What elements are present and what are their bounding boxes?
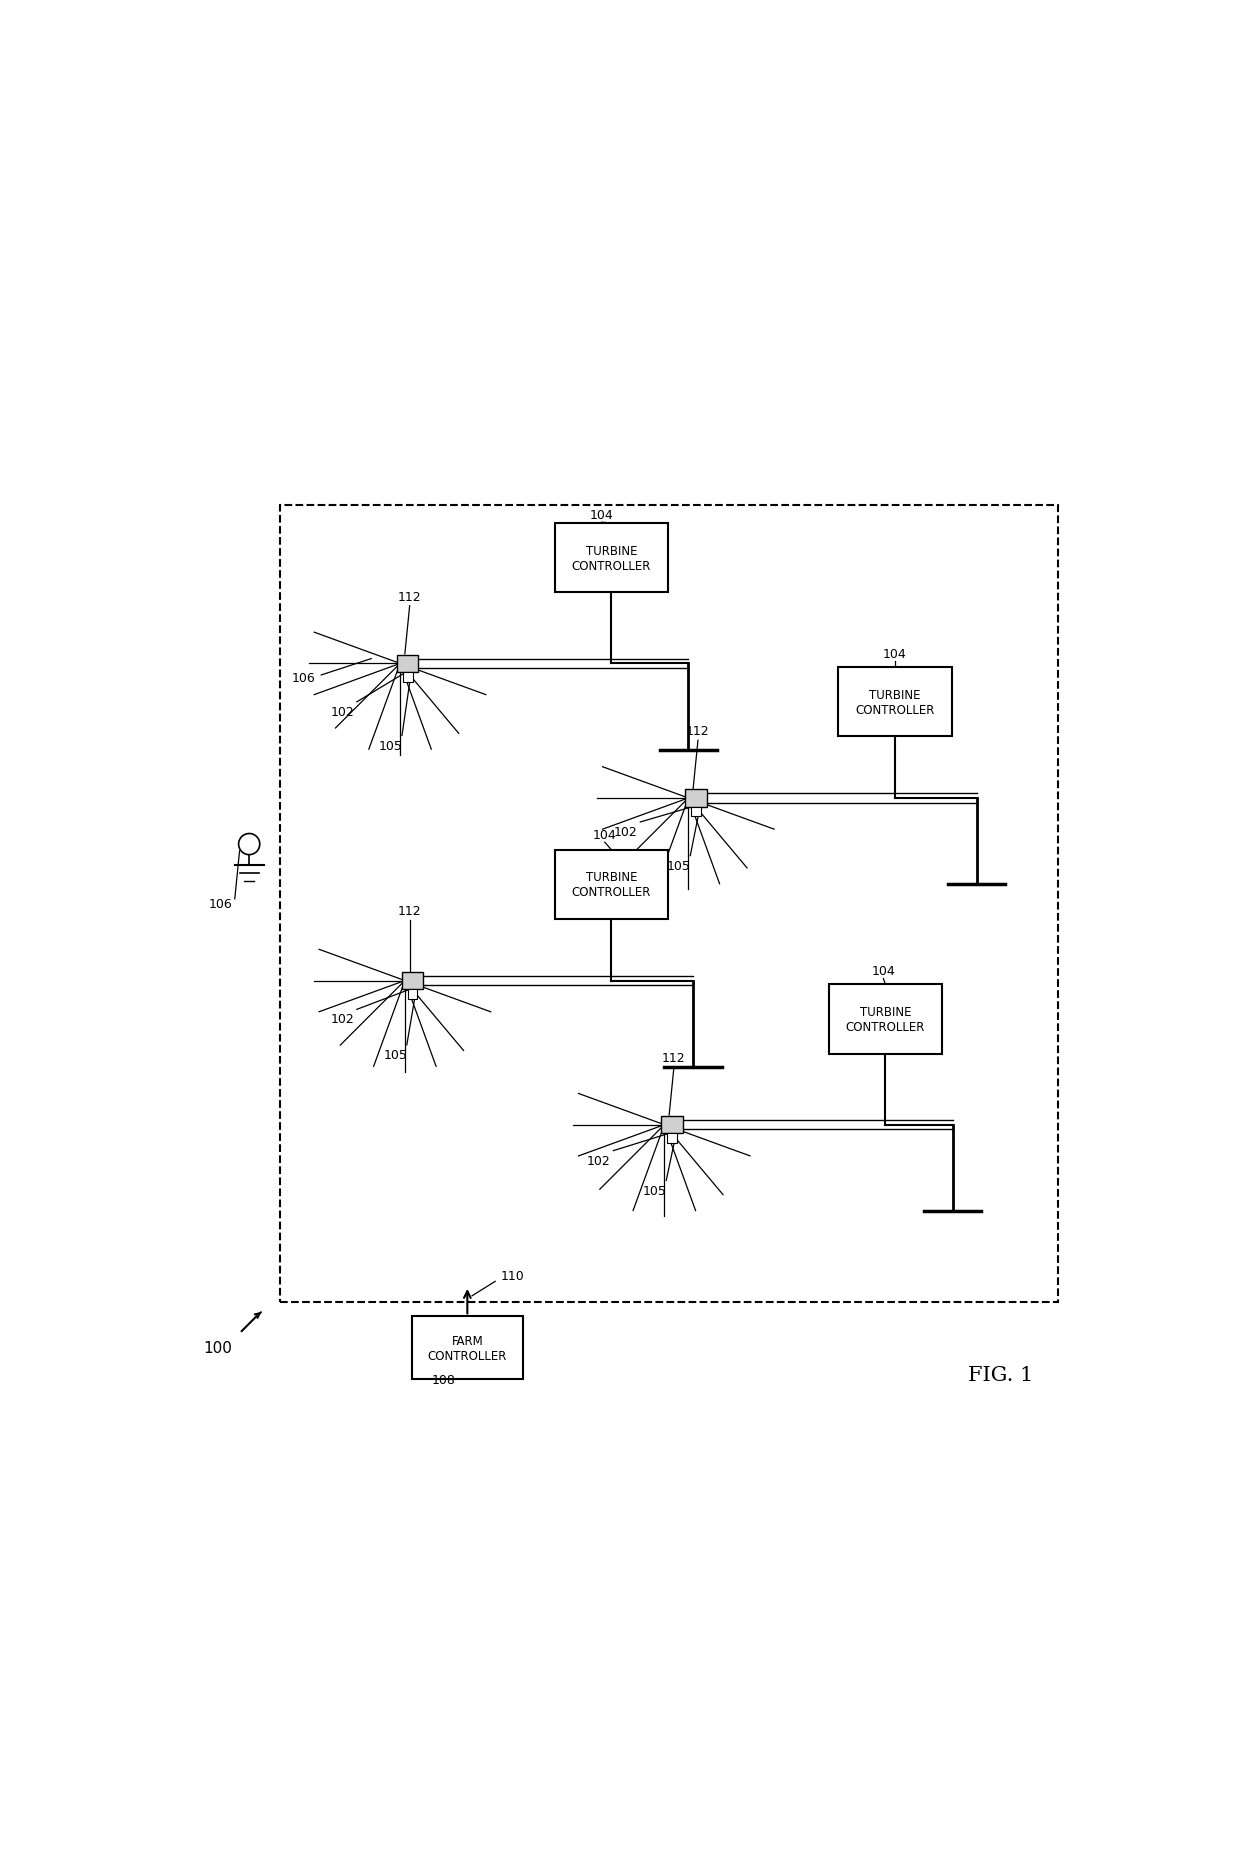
Text: TURBINE
CONTROLLER: TURBINE CONTROLLER: [846, 1005, 925, 1032]
Bar: [554, 851, 668, 919]
Bar: [838, 669, 951, 737]
Bar: [408, 990, 418, 999]
Text: 106: 106: [293, 672, 316, 685]
Text: TURBINE
CONTROLLER: TURBINE CONTROLLER: [856, 689, 935, 717]
Text: 105: 105: [383, 1049, 407, 1062]
Text: 104: 104: [593, 828, 616, 841]
Text: FARM
CONTROLLER: FARM CONTROLLER: [428, 1333, 507, 1361]
Text: 112: 112: [398, 591, 422, 604]
Bar: [686, 789, 707, 808]
Text: 105: 105: [642, 1185, 667, 1198]
Bar: [828, 984, 942, 1055]
Text: 105: 105: [378, 739, 403, 752]
Bar: [412, 1317, 522, 1380]
Text: TURBINE
CONTROLLER: TURBINE CONTROLLER: [572, 871, 651, 899]
Text: 110: 110: [501, 1270, 525, 1283]
Bar: [402, 973, 423, 990]
Bar: [397, 656, 418, 672]
Text: 108: 108: [432, 1372, 455, 1385]
Bar: [667, 1135, 677, 1144]
Text: FIG. 1: FIG. 1: [968, 1365, 1033, 1383]
Text: 105: 105: [667, 860, 691, 873]
Text: 102: 102: [587, 1153, 611, 1166]
Text: 106: 106: [208, 897, 232, 910]
Text: TURBINE
CONTROLLER: TURBINE CONTROLLER: [572, 544, 651, 572]
Text: 102: 102: [331, 1012, 355, 1025]
Bar: [280, 505, 1059, 1304]
Text: 112: 112: [686, 724, 709, 737]
Text: 112: 112: [398, 904, 422, 917]
Bar: [554, 524, 668, 592]
Bar: [691, 808, 701, 817]
Text: 112: 112: [662, 1051, 686, 1064]
Text: 104: 104: [883, 648, 906, 661]
Text: 100: 100: [203, 1341, 232, 1356]
Bar: [661, 1116, 682, 1135]
Text: 102: 102: [614, 826, 637, 839]
Text: 104: 104: [590, 509, 614, 522]
Text: 102: 102: [331, 706, 355, 719]
Text: 104: 104: [872, 966, 895, 979]
Bar: [403, 672, 413, 682]
